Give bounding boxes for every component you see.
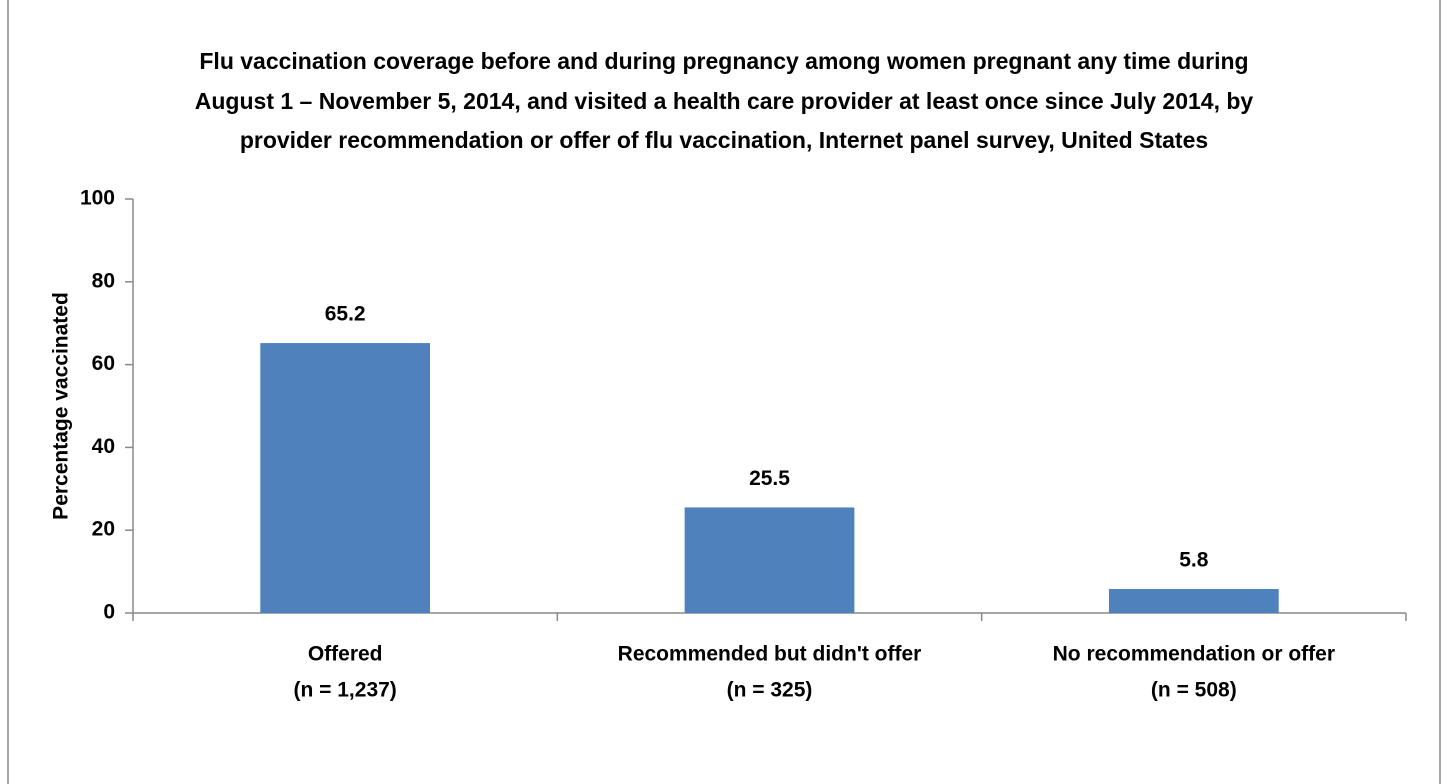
bar: [1108, 588, 1279, 613]
x-tick-label: Recommended but didn't offer: [618, 643, 922, 666]
x-tick-label: (n = 1,237): [294, 679, 397, 702]
y-tick-label: 100: [80, 187, 115, 210]
x-tick-label: (n = 508): [1151, 679, 1237, 702]
x-tick-label: Offered: [308, 643, 383, 666]
bar: [684, 507, 855, 613]
data-label: 5.8: [1179, 549, 1209, 572]
x-tick-label: (n = 325): [727, 679, 813, 702]
data-label: 65.2: [325, 303, 366, 326]
bar: [260, 343, 431, 613]
chart-title: Flu vaccination coverage before and duri…: [199, 48, 1248, 74]
data-label: 25.5: [749, 467, 790, 490]
chart-title: provider recommendation or offer of flu …: [240, 127, 1208, 153]
chart-frame: [7, 0, 1441, 784]
y-axis-label: Percentage vaccinated: [50, 292, 73, 520]
y-tick-label: 80: [92, 269, 115, 292]
y-tick-label: 0: [103, 601, 115, 624]
y-tick-label: 20: [92, 518, 115, 541]
y-tick-label: 40: [92, 435, 115, 458]
y-tick-label: 60: [92, 352, 115, 375]
chart-title: August 1 – November 5, 2014, and visited…: [195, 88, 1254, 114]
x-tick-label: No recommendation or offer: [1053, 643, 1335, 666]
